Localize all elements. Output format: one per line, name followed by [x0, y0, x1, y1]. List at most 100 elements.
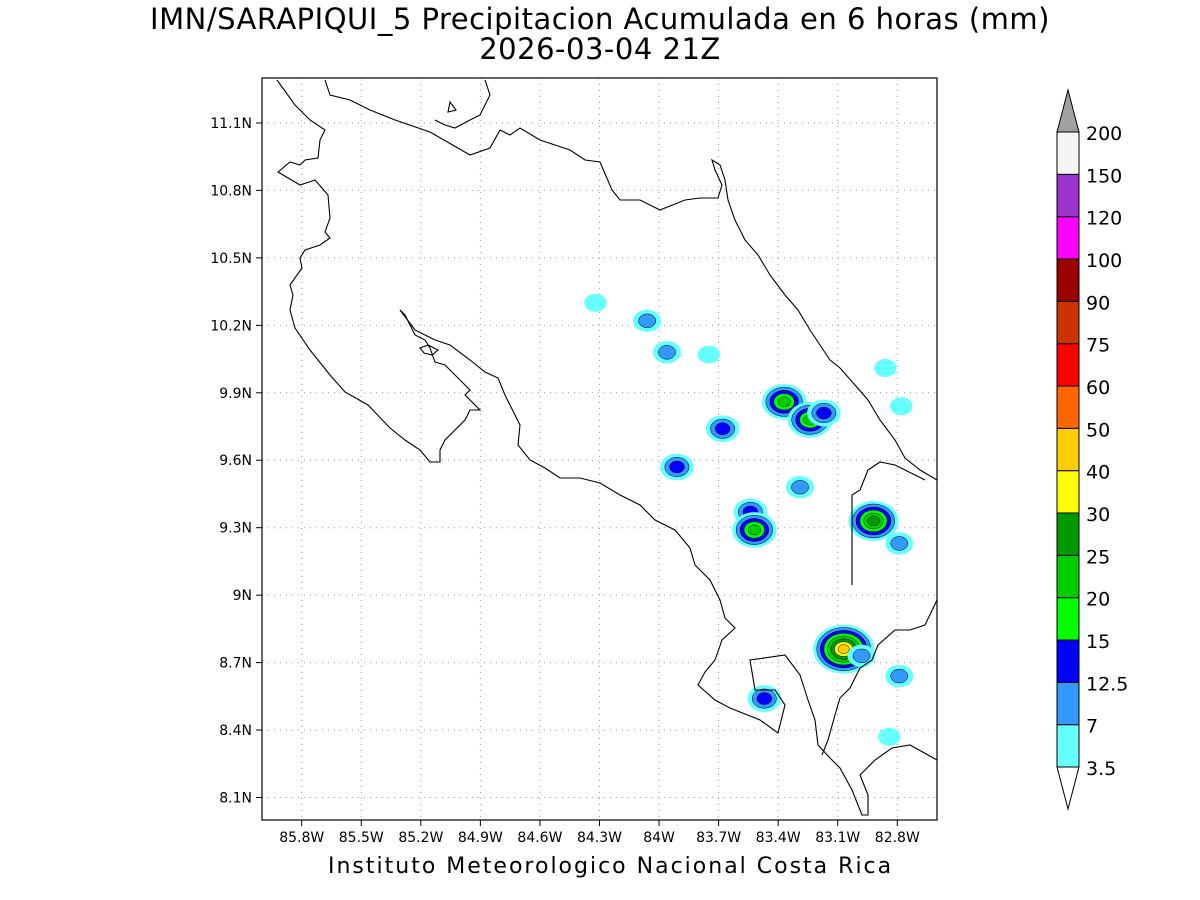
precip-contour: [658, 345, 676, 360]
lat-tick-label: 9.3N: [219, 521, 252, 537]
precip-cell: [660, 453, 694, 481]
map-title: IMN/SARAPIQUI_5 Precipitacion Acumulada …: [150, 2, 1050, 36]
precip-contour: [890, 668, 909, 684]
colorbar-swatch: [1056, 554, 1080, 599]
colorbar-label: 50: [1086, 419, 1110, 441]
grid-lines: [262, 78, 937, 820]
lon-tick-label: 84W: [643, 830, 675, 846]
precip-cell: [705, 415, 740, 443]
precip-contour: [816, 406, 832, 420]
coastline: [276, 79, 938, 816]
colorbar-swatch: [1056, 470, 1080, 514]
precip-contour: [756, 692, 772, 705]
precip-contour: [714, 422, 731, 435]
lat-tick-label: 9.9N: [219, 386, 252, 402]
precip-contour: [890, 397, 913, 416]
colorbar-swatch: [1056, 258, 1080, 302]
coastline-north-2: [399, 309, 938, 816]
lat-tick-label: 10.5N: [210, 251, 252, 267]
colorbar-swatch: [1056, 343, 1080, 387]
precip-contour: [777, 396, 791, 408]
lat-tick-label: 10.8N: [210, 183, 252, 199]
lon-tick-label: 85.2W: [398, 830, 443, 846]
colorbar: 3.5 7 12.5 15 20 25 30 40 50 60 75 90 100 120 150 200: [1056, 88, 1128, 811]
precip-contour: [878, 727, 901, 746]
colorbar-label: 150: [1086, 165, 1122, 187]
colorbar-swatch: [1056, 300, 1080, 345]
lon-tick-label: 84.3W: [577, 830, 622, 846]
island-lake: [419, 344, 439, 356]
precip-cell: [807, 399, 841, 427]
precip-contour: [669, 460, 685, 474]
colorbar-label: 40: [1086, 462, 1110, 484]
lon-tick-label: 83.4W: [756, 830, 801, 846]
colorbar-label: 7: [1086, 716, 1098, 738]
precip-cell: [697, 345, 720, 364]
axis-ticks: 85.8W 85.5W 85.2W 84.9W 84.6W 84.3W 84W 83.7W 83…: [210, 116, 920, 846]
precip-cell: [885, 664, 914, 688]
coastline-north: [276, 79, 482, 463]
colorbar-swatch: [1056, 681, 1080, 726]
precip-cell: [786, 476, 815, 499]
precip-contour: [852, 648, 871, 664]
lon-tick-label: 85.8W: [279, 830, 324, 846]
colorbar-swatch: [1056, 639, 1080, 683]
precip-contour: [638, 313, 657, 328]
precip-cell: [885, 532, 914, 555]
precip-contour: [837, 644, 850, 654]
precip-cell: [732, 512, 777, 548]
lon-tick-label: 82.8W: [875, 830, 920, 846]
colorbar-swatch: [1056, 216, 1080, 260]
precip-cell: [584, 293, 607, 312]
colorbar-label: 120: [1086, 208, 1122, 230]
colorbar-label: 15: [1086, 631, 1110, 653]
colorbar-label: 20: [1086, 589, 1110, 611]
precip-cell: [747, 685, 782, 712]
panama-border: [851, 461, 926, 585]
lon-tick-label: 85.5W: [339, 830, 384, 846]
colorbar-swatch: [1056, 427, 1080, 472]
precip-contour: [874, 359, 897, 378]
colorbar-label: 75: [1086, 335, 1110, 357]
colorbar-over-arrow: [1056, 88, 1080, 133]
lon-tick-label: 84.9W: [458, 830, 503, 846]
lat-tick-label: 8.7N: [219, 656, 252, 672]
precip-contour: [697, 345, 720, 364]
precip-contour: [890, 536, 909, 551]
colorbar-swatch: [1056, 173, 1080, 218]
precip-contour: [867, 515, 880, 527]
colorbar-swatch: [1056, 131, 1080, 175]
colorbar-swatch: [1056, 724, 1080, 768]
colorbar-swatch: [1056, 512, 1080, 556]
panama-coast: [821, 599, 938, 756]
precip-contour: [791, 480, 809, 495]
colorbar-swatch: [1056, 597, 1080, 641]
footer-credit: Instituto Meteorologico Nacional Costa R…: [328, 854, 894, 879]
colorbar-label: 25: [1086, 546, 1110, 568]
lat-tick-label: 9N: [233, 588, 252, 604]
precip-cell: [848, 500, 899, 541]
colorbar-label: 100: [1086, 250, 1122, 272]
precip-cell: [653, 341, 681, 364]
coastline-caribbean: [324, 79, 938, 481]
precip-contour: [747, 524, 761, 536]
colorbar-swatch: [1056, 385, 1080, 429]
colorbar-label: 200: [1086, 123, 1122, 145]
lon-tick-label: 83.7W: [696, 830, 741, 846]
island-north: [447, 100, 457, 113]
lon-tick-label: 84.6W: [517, 830, 562, 846]
precipitation-field: [584, 293, 914, 746]
precip-cell: [633, 309, 662, 333]
lat-tick-label: 8.4N: [219, 723, 252, 739]
colorbar-label: 30: [1086, 504, 1110, 526]
lat-tick-label: 11.1N: [210, 116, 252, 132]
colorbar-label: 60: [1086, 377, 1110, 399]
colorbar-label: 3.5: [1086, 758, 1116, 780]
colorbar-label: 90: [1086, 292, 1110, 314]
map-valid-time: 2026-03-04 21Z: [479, 32, 721, 66]
lon-tick-label: 83.1W: [815, 830, 860, 846]
precip-cell: [847, 644, 876, 668]
precip-cell: [874, 359, 897, 378]
lat-tick-label: 8.1N: [219, 791, 252, 807]
precip-cell: [761, 383, 807, 420]
